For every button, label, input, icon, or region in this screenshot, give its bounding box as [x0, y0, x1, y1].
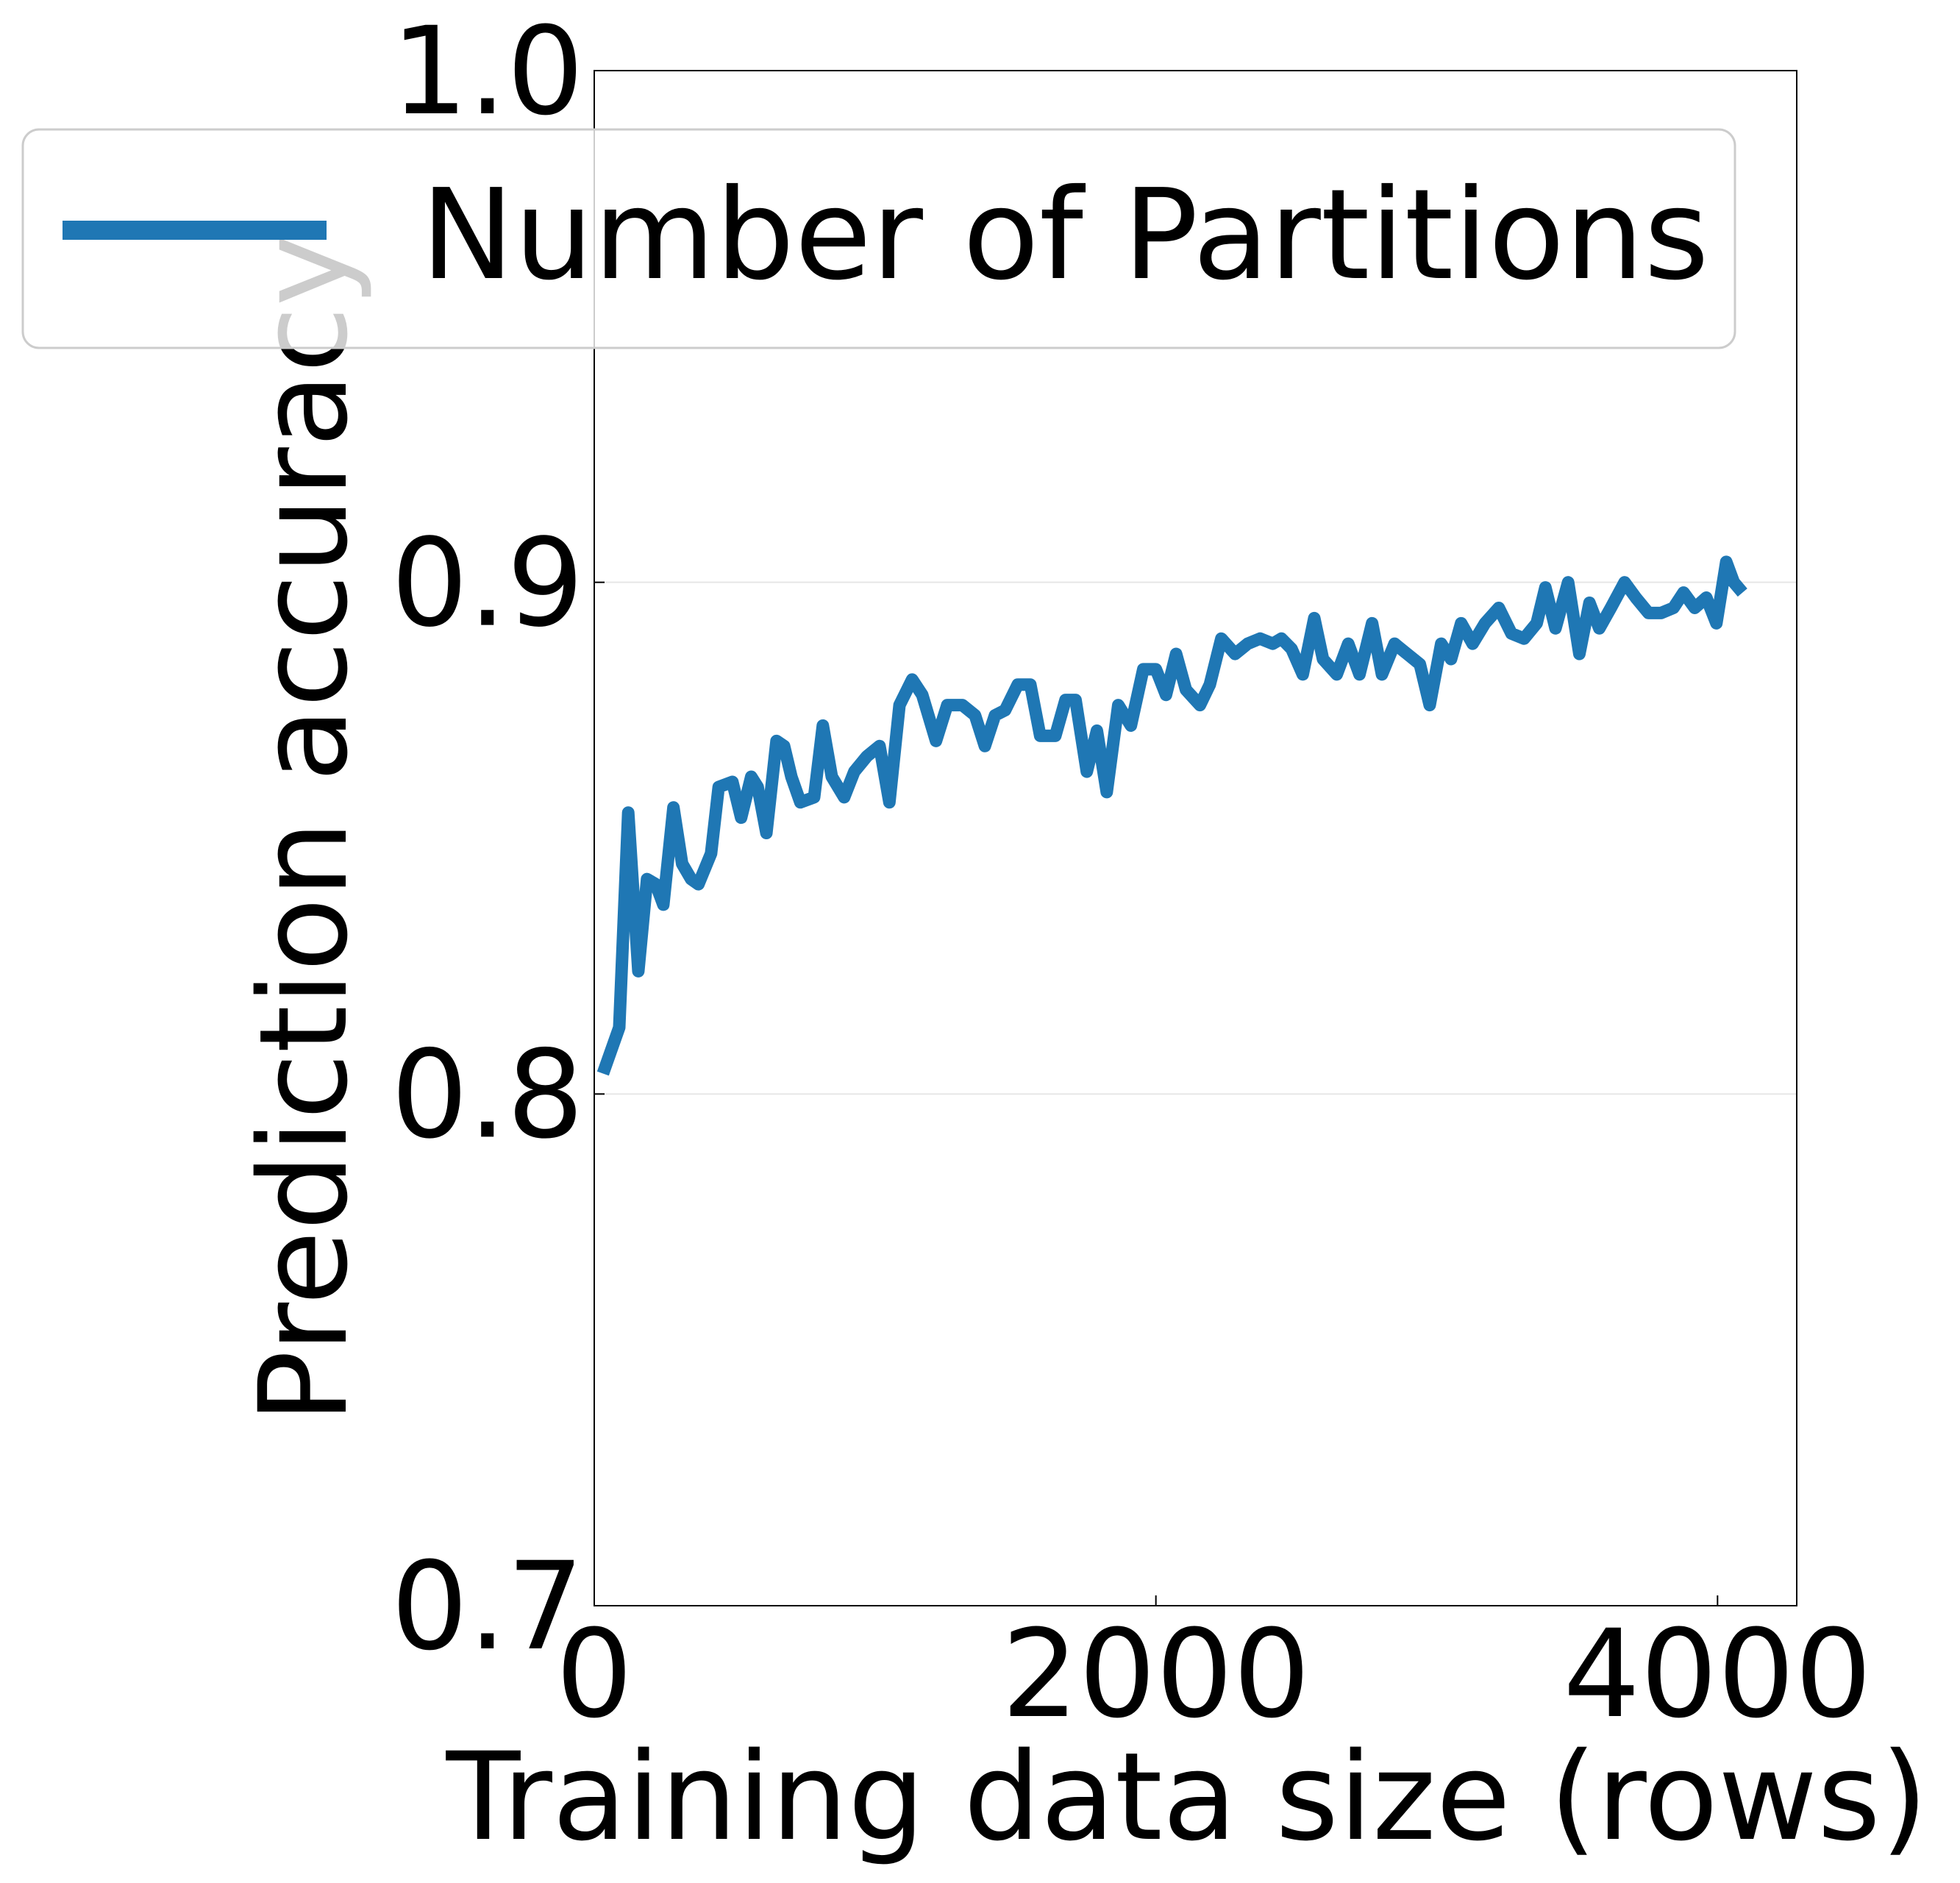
y-tick-label: 0.8 [391, 1024, 584, 1165]
legend-frame [21, 128, 1736, 349]
legend: Number of Partitions [21, 128, 1736, 349]
y-tick-label: 0.9 [391, 513, 584, 654]
x-tick-label: 0 [556, 1603, 633, 1745]
x-tick-label: 2000 [1002, 1603, 1311, 1745]
y-axis-label: Prediction accuracy [233, 235, 374, 1424]
x-axis-label: Training data size (rows) [446, 1726, 1928, 1868]
y-tick-label: 1.0 [391, 1, 584, 142]
legend-label: Number of Partitions [421, 163, 1709, 308]
y-tick-label: 0.7 [391, 1536, 584, 1677]
plot-frame [594, 70, 1797, 1606]
data-line [596, 555, 1747, 1076]
x-tick-label: 4000 [1563, 1603, 1872, 1745]
